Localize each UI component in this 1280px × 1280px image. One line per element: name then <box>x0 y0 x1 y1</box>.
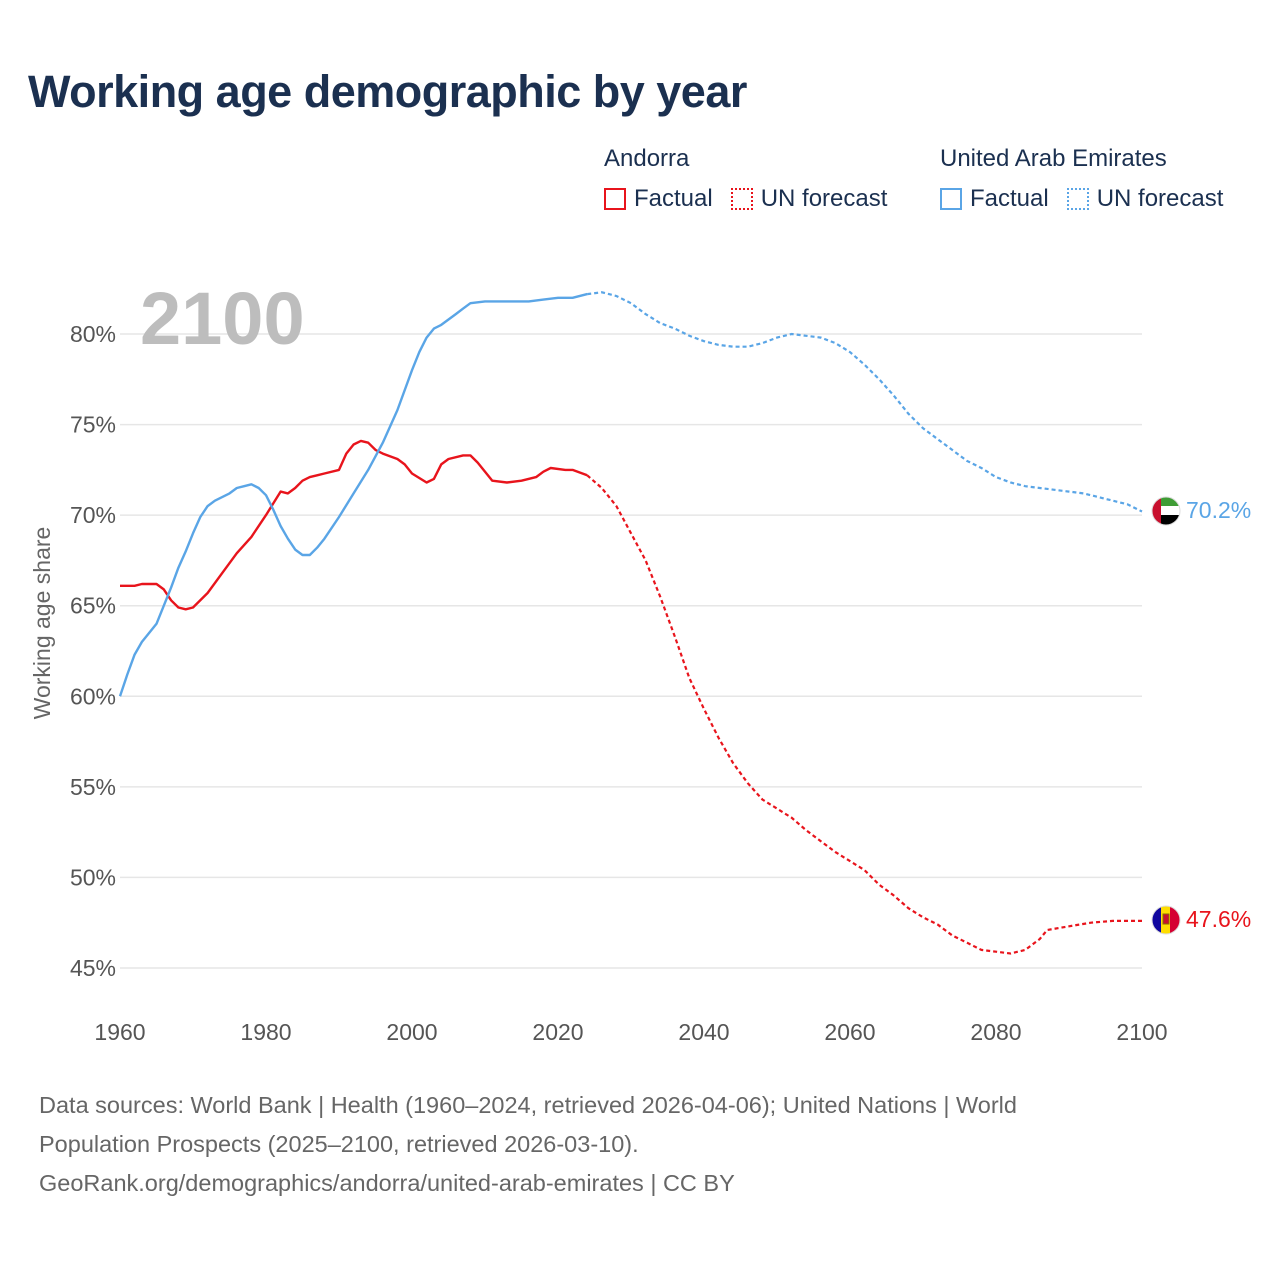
x-tick-label: 2040 <box>678 1019 729 1045</box>
footer-line-3[interactable]: GeoRank.org/demographics/andorra/united-… <box>39 1170 735 1196</box>
x-tick-label: 2100 <box>1116 1019 1167 1045</box>
legend-country-andorra: Andorra <box>604 145 690 172</box>
x-tick-label: 1960 <box>94 1019 145 1045</box>
x-tick-label: 2060 <box>824 1019 875 1045</box>
andorra-end-label: 47.6% <box>1186 906 1251 932</box>
uae-flag-icon <box>1151 496 1181 526</box>
y-tick-label: 55% <box>70 774 116 800</box>
y-axis-label: Working age share <box>29 527 55 720</box>
legend-label-andorra-forecast: UN forecast <box>760 185 888 212</box>
series-line-andorra-factual <box>120 439 588 611</box>
y-tick-label: 65% <box>70 593 116 619</box>
chart-title: Working age demographic by year <box>28 66 747 117</box>
legend-label-uae-forecast: UN forecast <box>1096 185 1224 212</box>
y-tick-label: 75% <box>70 412 116 438</box>
footer-line-2: Population Prospects (2025–2100, retriev… <box>39 1131 639 1157</box>
y-tick-label: 80% <box>70 321 116 347</box>
x-tick-label: 2000 <box>386 1019 437 1045</box>
series-line-andorra-forecast <box>586 474 1142 955</box>
y-axis-ticks: 45% 50% 55% 60% 65% 70% 75% 80% <box>70 321 116 981</box>
legend-label-andorra-factual: Factual <box>634 185 713 212</box>
legend-item-andorra-forecast[interactable]: UN forecast <box>730 185 888 213</box>
x-tick-label: 2080 <box>970 1019 1021 1045</box>
footer: Data sources: World Bank | Health (1960–… <box>39 1086 1249 1203</box>
legend-swatch-uae-factual <box>940 188 962 210</box>
legend-group-andorra: Andorra Factual UN forecast <box>604 145 887 213</box>
line-chart: 45% 50% 55% 60% 65% 70% 75% 80% 1960 1980 2000 202… <box>29 277 1251 1045</box>
legend-item-uae-factual[interactable]: Factual <box>940 185 1049 213</box>
gridlines <box>120 333 1142 969</box>
x-tick-label: 1980 <box>240 1019 291 1045</box>
y-tick-label: 60% <box>70 683 116 709</box>
year-display: 2100 <box>140 277 305 360</box>
y-tick-label: 45% <box>70 955 116 981</box>
series-line-united-arab-emirates-factual <box>118 292 588 697</box>
y-tick-label: 50% <box>70 864 116 890</box>
x-tick-label: 2020 <box>532 1019 583 1045</box>
legend-item-andorra-factual[interactable]: Factual <box>604 185 713 213</box>
legend-label-uae-factual: Factual <box>970 185 1049 212</box>
legend-country-uae: United Arab Emirates <box>940 145 1167 172</box>
legend-item-uae-forecast[interactable]: UN forecast <box>1066 185 1224 213</box>
footer-line-1: Data sources: World Bank | Health (1960–… <box>39 1092 1017 1118</box>
uae-end-label: 70.2% <box>1186 497 1251 523</box>
legend-group-uae: United Arab Emirates Factual UN forecast <box>940 145 1223 213</box>
legend-swatch-uae-forecast <box>1066 188 1089 210</box>
series-line-united-arab-emirates-forecast <box>587 291 1143 513</box>
series-lines <box>118 291 1143 955</box>
x-axis-ticks: 1960 1980 2000 2020 2040 2060 2080 2100 <box>94 1019 1167 1045</box>
andorra-flag-icon <box>1151 905 1181 935</box>
legend-swatch-andorra-forecast <box>730 188 753 210</box>
y-tick-label: 70% <box>70 502 116 528</box>
legend-swatch-andorra-factual <box>604 188 626 210</box>
